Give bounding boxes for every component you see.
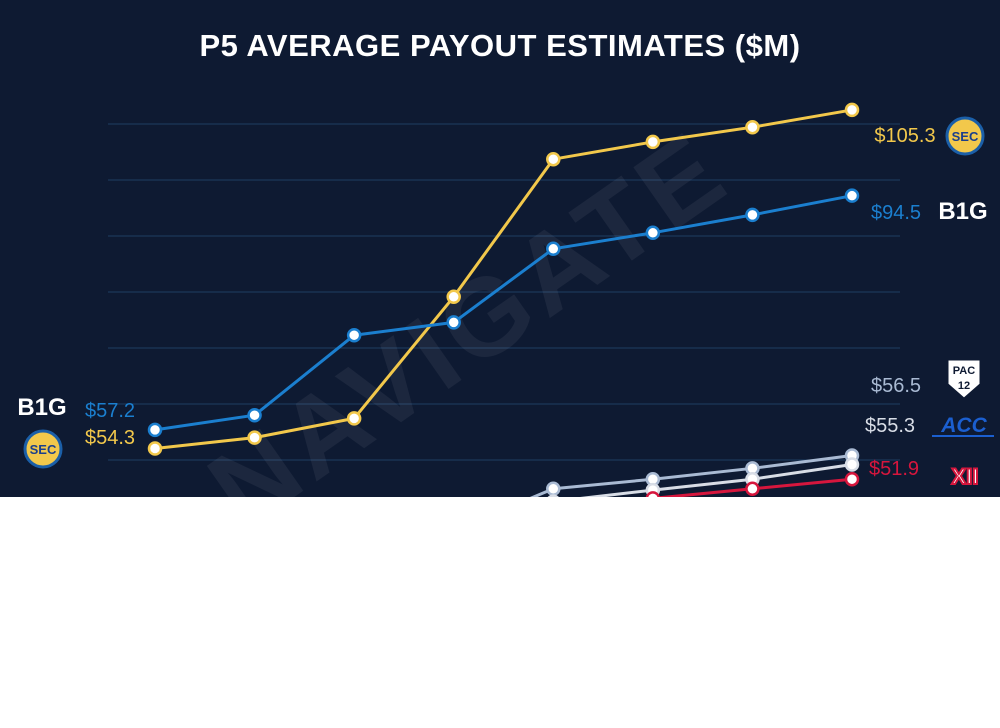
- data-point-big-ten: [346, 327, 362, 343]
- data-point-big-ten: [546, 241, 561, 257]
- data-point-sec: [844, 102, 860, 118]
- data-point-sec: [446, 289, 461, 305]
- data-point-sec: [645, 134, 661, 150]
- series-line-big-12: [651, 477, 853, 497]
- sec-logo-left: SEC: [23, 429, 63, 469]
- blank-area: [0, 497, 1000, 728]
- data-point-acc: [844, 457, 860, 472]
- data-point-pac-12: [546, 481, 561, 497]
- watermark: NAVIGATE: [187, 107, 749, 497]
- value-label-sec-start: $54.3: [85, 427, 135, 449]
- acc-logo-text: ACC: [940, 414, 987, 437]
- sec-logo-text: SEC: [952, 129, 979, 144]
- big12-logo: XII: [940, 460, 990, 490]
- value-label-sec-end: $105.3: [874, 125, 935, 147]
- data-point-big-ten: [247, 407, 262, 423]
- series-line-sec: [154, 108, 853, 450]
- data-point-sec: [247, 430, 262, 445]
- big-ten-logo-text-left: B1G: [17, 394, 66, 421]
- chart-panel: NAVIGATE $105.3 $54.3 $94.5 $57.2 $56.5 $55.3…: [0, 0, 1000, 497]
- data-point-big-ten: [147, 422, 163, 438]
- series-line-big-ten: [154, 194, 853, 432]
- value-label-big-12-end: $51.9: [869, 458, 919, 480]
- data-point-big-12: [745, 481, 760, 497]
- data-point-big-ten: [446, 315, 461, 330]
- gridlines: [108, 123, 900, 461]
- data-point-big-ten: [645, 225, 661, 241]
- value-labels: $105.3 $54.3 $94.5 $57.2 $56.5 $55.3 $51.9: [85, 125, 936, 480]
- series-points: [147, 102, 860, 497]
- chart-title: P5 AVERAGE PAYOUT ESTIMATES ($M): [199, 28, 801, 63]
- big-ten-logo-text: B1G: [938, 198, 987, 225]
- value-label-big-ten-start: $57.2: [85, 400, 135, 422]
- data-point-acc: [547, 494, 559, 497]
- data-point-sec: [147, 441, 163, 456]
- big-ten-logo-left: B1G: [17, 394, 66, 421]
- data-point-sec: [745, 119, 760, 135]
- data-point-sec: [546, 151, 561, 167]
- big-ten-logo-right: B1G: [938, 198, 987, 225]
- sec-logo-right: SEC: [945, 116, 985, 156]
- data-point-big-ten: [844, 188, 860, 203]
- pac12-logo: PAC 12: [947, 359, 981, 399]
- value-label-pac-12-end: $56.5: [871, 375, 921, 397]
- data-point-big-ten: [745, 207, 760, 223]
- pac12-logo-num: 12: [958, 380, 970, 392]
- data-point-sec: [346, 411, 362, 426]
- sec-logo-text-left: SEC: [30, 442, 57, 457]
- value-label-big-ten-end: $94.5: [871, 202, 921, 224]
- data-point-big-12: [844, 471, 860, 487]
- line-chart: NAVIGATE $105.3 $54.3 $94.5 $57.2 $56.5 $55.3…: [17, 102, 994, 497]
- value-label-acc-end: $55.3: [865, 415, 915, 437]
- acc-logo: ACC: [932, 414, 994, 437]
- big12-logo-text: XII: [952, 464, 979, 489]
- data-point-big-12: [645, 491, 660, 497]
- pac12-logo-text: PAC: [953, 365, 975, 377]
